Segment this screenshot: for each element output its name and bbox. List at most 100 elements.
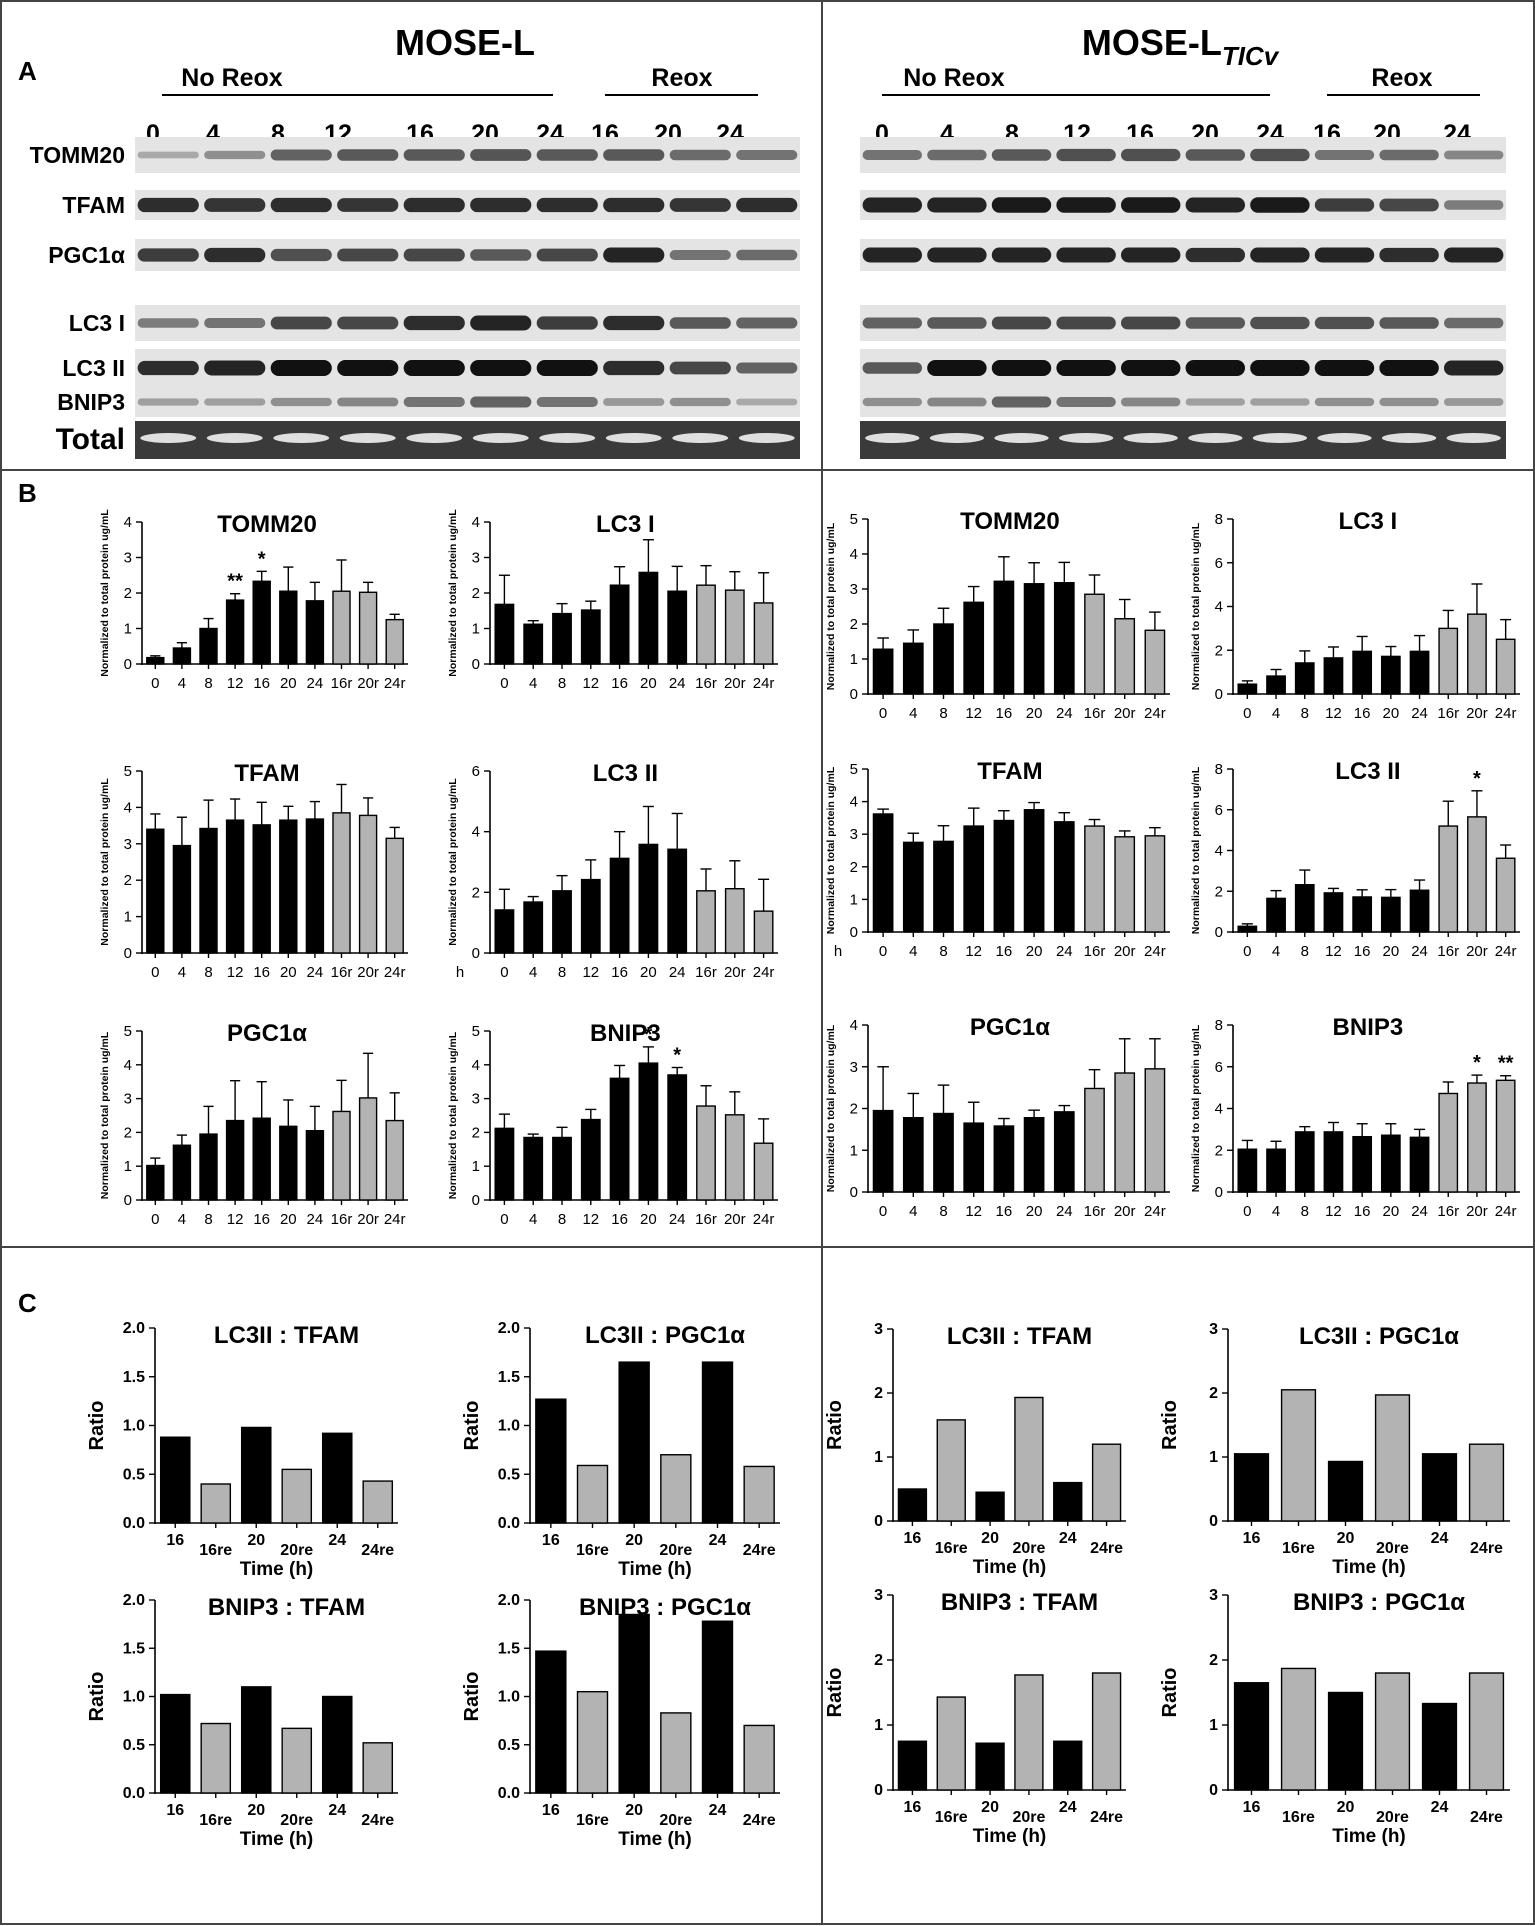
bar-24 [1053, 582, 1075, 695]
x-tick-label: 24r [384, 1211, 406, 1228]
x-tick-label: 8 [1301, 705, 1309, 722]
x-tick-label: 16 [1243, 1530, 1261, 1547]
significance-marker: * [645, 1024, 653, 1046]
x-tick-label: 0 [500, 964, 508, 981]
y-axis-label: Normalized to total protein ug/mL [447, 509, 459, 677]
blot-band [603, 398, 665, 406]
chart-title: LC3 I [1339, 508, 1398, 535]
y-tick-label: 4 [124, 799, 132, 816]
blot-band [927, 149, 987, 161]
x-tick-label: 24re [1470, 1809, 1503, 1826]
total-protein-band [994, 433, 1049, 443]
x-tick-label: 16re [1282, 1540, 1315, 1557]
x-tick-label: 20re [1012, 1540, 1045, 1557]
y-tick-label: 1.0 [123, 1689, 145, 1706]
y-tick-label: 4 [850, 546, 858, 563]
x-tick-label: 24 [1411, 1203, 1428, 1220]
blot-band [1185, 149, 1246, 161]
blot-band [1250, 148, 1310, 162]
x-tick-label: 24 [1411, 705, 1428, 722]
y-tick-label: 0 [850, 686, 858, 703]
total-protein-band [1381, 433, 1437, 443]
total-protein-band [273, 433, 330, 443]
y-tick-label: 8 [1215, 1017, 1223, 1034]
x-tick-label: 24re [743, 1542, 776, 1559]
y-tick-label: 2.0 [498, 1320, 520, 1337]
x-tick-label: 20r [1466, 943, 1488, 960]
bar-4 [523, 1136, 544, 1201]
bar-8 [552, 890, 572, 954]
bar-4 [902, 642, 924, 695]
blot-band [470, 149, 532, 161]
x-tick-label: 16 [542, 1802, 560, 1819]
x-tick-label: 0 [879, 943, 887, 960]
bar-16r [696, 584, 716, 665]
y-axis-label: Normalized to total protein ug/mL [825, 1024, 837, 1192]
bar-12 [580, 1118, 601, 1201]
bar-20r [1114, 836, 1136, 933]
blot-band [669, 317, 731, 329]
bar-16 [897, 1488, 928, 1522]
blot-band [991, 396, 1052, 408]
x-tick-label: 24 [669, 1211, 686, 1228]
bar-16 [993, 1125, 1015, 1193]
blot-band [1120, 197, 1181, 213]
x-axis-label: Time (h) [973, 1826, 1047, 1847]
y-tick-label: 1.0 [498, 1418, 520, 1435]
x-tick-label: 24re [361, 1542, 394, 1559]
blot-band [991, 149, 1052, 161]
significance-marker: * [1473, 1052, 1481, 1074]
bar-16 [993, 580, 1015, 695]
x-tick-label: 20 [640, 964, 657, 981]
bar-16r [696, 1105, 716, 1201]
panel-letter-b: B [18, 478, 37, 508]
bar-24 [321, 1695, 353, 1794]
y-axis-label: Ratio [86, 1401, 108, 1451]
blot-band [470, 360, 532, 376]
bar-16 [252, 1117, 271, 1201]
x-tick-label: 16 [611, 964, 628, 981]
bar-20 [1380, 655, 1401, 695]
bar-16re [936, 1419, 966, 1522]
blot-band [603, 315, 665, 331]
bar-16 [1352, 1135, 1373, 1193]
x-tick-label: 16r [695, 675, 717, 692]
x-tick-label: 20re [280, 1812, 313, 1829]
x-tick-label: 0 [1243, 705, 1251, 722]
x-tick-label: 24re [1470, 1540, 1503, 1557]
bar-24 [667, 848, 688, 954]
blot-band [927, 247, 987, 263]
x-tick-label: 24 [709, 1532, 727, 1549]
y-tick-label: 2 [472, 585, 480, 602]
bar-12 [580, 878, 601, 954]
x-tick-label: 4 [1272, 705, 1280, 722]
x-tick-label: 16 [904, 1530, 922, 1547]
blot-band [536, 197, 598, 213]
x-tick-label: 8 [939, 1203, 947, 1220]
blot-band [1443, 247, 1504, 263]
y-tick-label: 2 [1215, 883, 1223, 900]
bar-24r [385, 1119, 404, 1201]
bar-24re [743, 1724, 775, 1794]
blot-band [204, 247, 266, 263]
bar-20 [638, 843, 659, 954]
blot-band [403, 197, 465, 213]
bar-24r [1495, 857, 1516, 933]
y-tick-label: 4 [124, 514, 132, 531]
blot-band [603, 360, 665, 376]
total-protein-band [1317, 433, 1372, 443]
y-axis-label: Normalized to total protein ug/mL [825, 766, 837, 934]
y-tick-label: 3 [124, 550, 132, 567]
bar-16re [1280, 1389, 1317, 1522]
y-tick-label: 0.5 [498, 1466, 520, 1483]
x-axis-label: Time (h) [618, 1559, 692, 1580]
x-tick-label: 20 [640, 1211, 657, 1228]
bar-24r [385, 618, 404, 665]
blot-band [991, 247, 1052, 263]
bar-24 [1053, 1111, 1075, 1193]
y-tick-label: 2 [850, 616, 858, 633]
blot-band [204, 318, 266, 328]
bar-20 [279, 1125, 298, 1201]
x-tick-label: 16r [695, 1211, 717, 1228]
